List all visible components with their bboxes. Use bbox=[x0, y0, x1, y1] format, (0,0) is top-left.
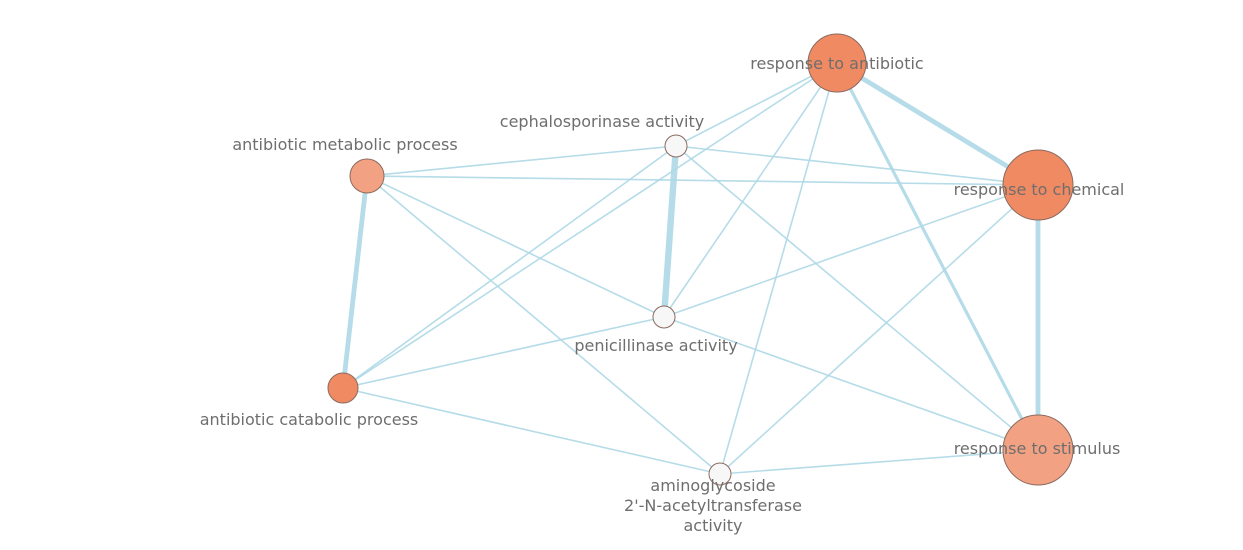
node-label-line: aminoglycoside bbox=[650, 476, 775, 495]
node-label-antibiotic-catabolic-process: antibiotic catabolic process bbox=[200, 410, 419, 429]
node-label-line: antibiotic metabolic process bbox=[232, 135, 457, 154]
edge-antibiotic-catabolic-process-penicillinase-activity bbox=[342, 316, 665, 389]
node-label-antibiotic-metabolic-process: antibiotic metabolic process bbox=[232, 135, 457, 154]
node-label-line: activity bbox=[684, 516, 743, 535]
node-response-to-stimulus[interactable] bbox=[1002, 414, 1074, 486]
node-label-line: response to chemical bbox=[954, 180, 1125, 199]
edge-penicillinase-activity-response-to-stimulus bbox=[663, 316, 1039, 451]
edge-response-to-chemical-penicillinase-activity bbox=[663, 184, 1039, 318]
labels-layer: response to antibiotic cephalosporinase a… bbox=[200, 54, 1125, 535]
edge-cephalosporinase-activity-antibiotic-metabolic-process bbox=[366, 145, 677, 177]
node-response-to-antibiotic[interactable] bbox=[807, 33, 867, 93]
node-label-line: antibiotic catabolic process bbox=[200, 410, 419, 429]
node-aminoglycoside-activity[interactable] bbox=[708, 462, 732, 486]
node-label-cephalosporinase-activity: cephalosporinase activity bbox=[500, 112, 704, 131]
edge-cephalosporinase-activity-antibiotic-catabolic-process bbox=[342, 145, 677, 389]
edge-response-to-chemical-antibiotic-metabolic-process bbox=[366, 175, 1039, 186]
edge-response-to-antibiotic-antibiotic-catabolic-process bbox=[342, 62, 838, 389]
node-label-response-to-stimulus: response to stimulus bbox=[954, 439, 1121, 458]
node-response-to-chemical[interactable] bbox=[1002, 149, 1074, 221]
node-label-aminoglycoside-activity: aminoglycoside 2'-N-acetyltransferase acti… bbox=[624, 476, 802, 535]
edge-cephalosporinase-activity-penicillinase-activity bbox=[660, 142, 680, 321]
edge-antibiotic-metabolic-process-antibiotic-catabolic-process bbox=[340, 173, 370, 391]
node-label-line: response to stimulus bbox=[954, 439, 1121, 458]
node-label-penicillinase-activity: penicillinase activity bbox=[574, 336, 737, 355]
edge-aminoglycoside-activity-response-to-stimulus bbox=[719, 449, 1039, 475]
edge-response-to-chemical-aminoglycoside-activity bbox=[719, 184, 1039, 475]
edge-response-to-antibiotic-response-to-stimulus bbox=[835, 61, 1040, 452]
node-label-line: 2'-N-acetyltransferase bbox=[624, 496, 802, 515]
node-antibiotic-metabolic-process[interactable] bbox=[349, 158, 385, 194]
node-penicillinase-activity[interactable] bbox=[652, 305, 676, 329]
node-cephalosporinase-activity[interactable] bbox=[664, 134, 688, 158]
edge-response-to-antibiotic-penicillinase-activity bbox=[663, 62, 838, 318]
node-label-line: cephalosporinase activity bbox=[500, 112, 704, 131]
node-antibiotic-catabolic-process[interactable] bbox=[327, 372, 359, 404]
edge-response-to-antibiotic-cephalosporinase-activity bbox=[675, 62, 838, 147]
node-label-line: response to antibiotic bbox=[750, 54, 923, 73]
edges-layer bbox=[340, 60, 1041, 475]
node-label-response-to-chemical: response to chemical bbox=[954, 180, 1125, 199]
node-label-response-to-antibiotic: response to antibiotic bbox=[750, 54, 923, 73]
edge-antibiotic-metabolic-process-aminoglycoside-activity bbox=[366, 175, 721, 475]
edge-cephalosporinase-activity-response-to-stimulus bbox=[675, 145, 1039, 451]
edge-response-to-antibiotic-aminoglycoside-activity bbox=[719, 62, 838, 475]
edge-antibiotic-metabolic-process-penicillinase-activity bbox=[366, 175, 665, 318]
edge-response-to-chemical-cephalosporinase-activity bbox=[675, 145, 1039, 186]
edge-response-to-antibiotic-response-to-chemical bbox=[834, 60, 1041, 188]
nodes-layer bbox=[327, 33, 1074, 486]
edge-antibiotic-catabolic-process-aminoglycoside-activity bbox=[342, 387, 721, 475]
node-label-line: penicillinase activity bbox=[574, 336, 737, 355]
